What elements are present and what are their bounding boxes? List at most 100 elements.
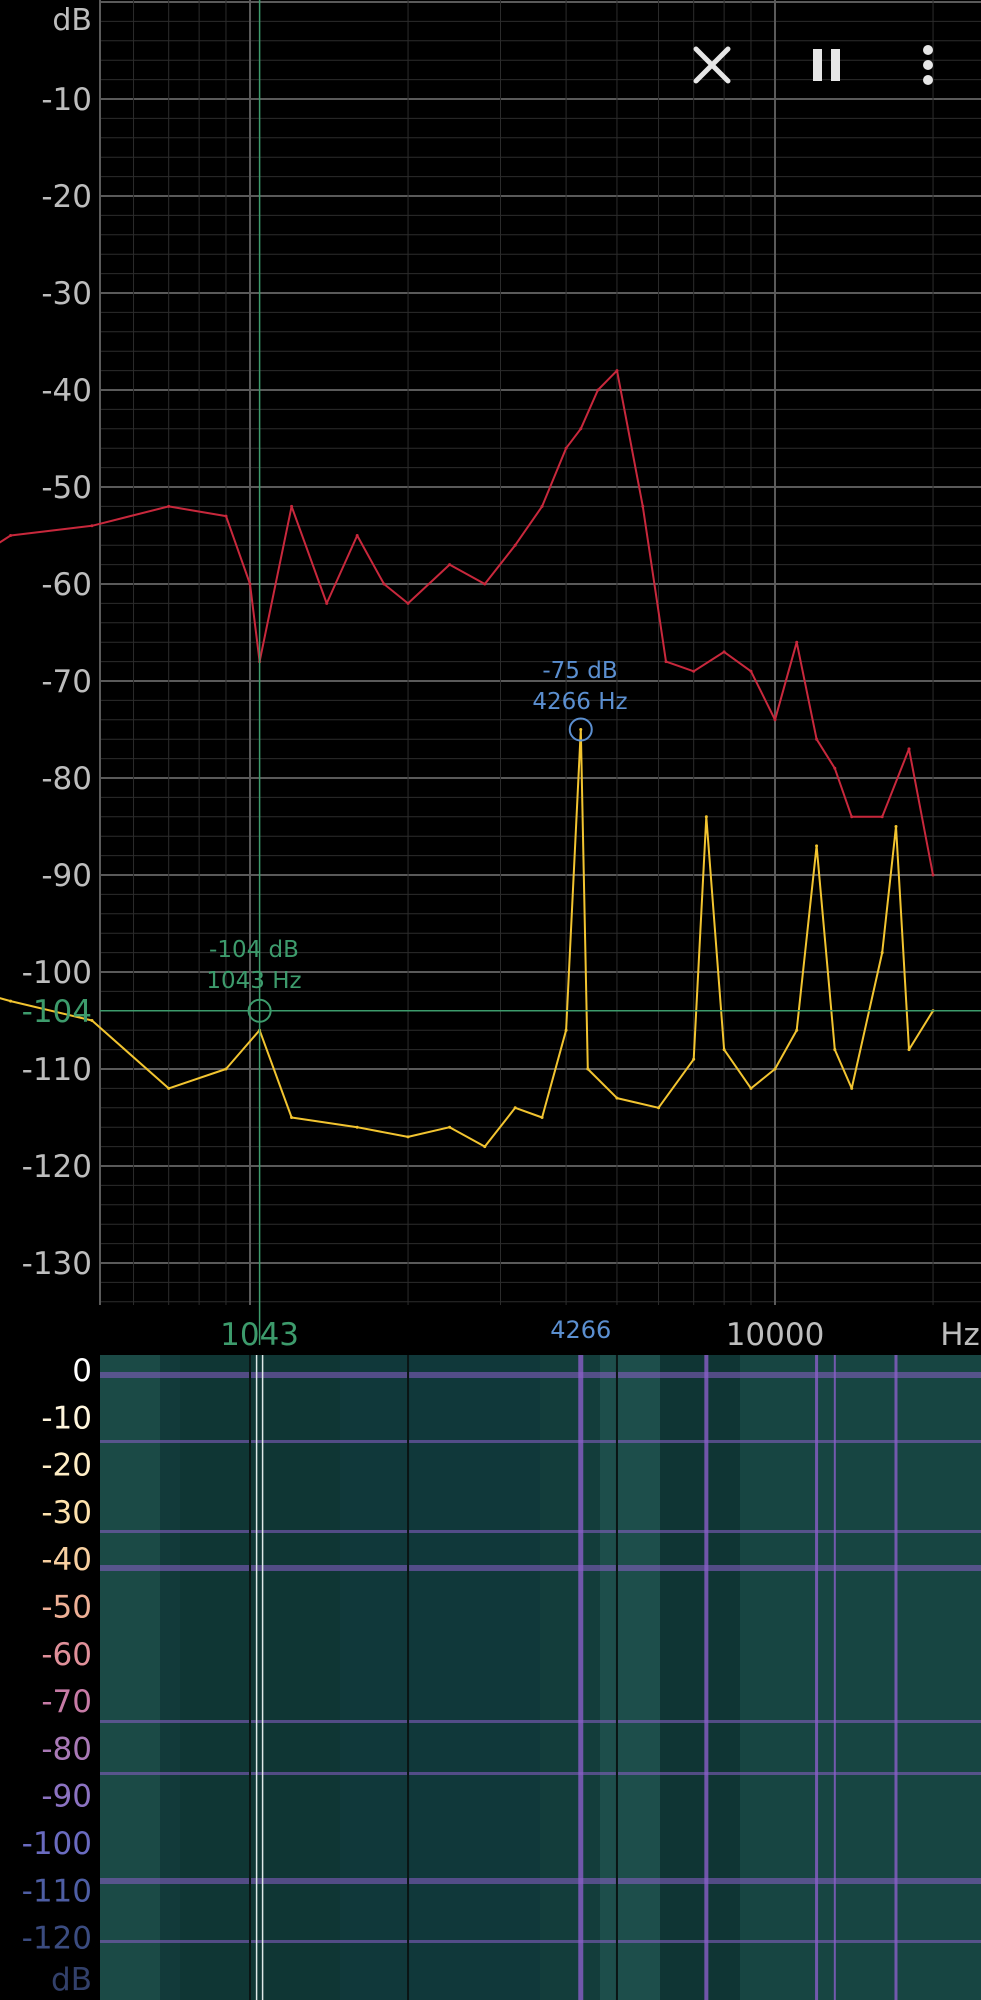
data-point	[564, 1028, 568, 1032]
spectrogram-band-vertical	[578, 1355, 584, 2000]
data-point	[833, 766, 837, 770]
more-options-button[interactable]	[893, 30, 963, 100]
cursor-x-label: 1043	[220, 1317, 299, 1353]
data-point	[382, 582, 386, 586]
data-point	[483, 582, 487, 586]
spectrogram-tick-label: -100	[22, 1826, 92, 1862]
y-tick-label: -130	[22, 1246, 92, 1282]
spectrogram-tick-label: -10	[41, 1400, 92, 1436]
spectrogram-tick-label: -20	[41, 1448, 92, 1484]
spectrogram-texture-band	[540, 1355, 600, 2000]
spectrogram-band-vertical	[894, 1355, 898, 2000]
data-point	[749, 1086, 753, 1090]
spectrogram-tick-label: -110	[22, 1873, 92, 1909]
data-point	[483, 1145, 487, 1149]
data-point	[248, 582, 252, 586]
data-point	[795, 640, 799, 644]
data-point	[815, 737, 819, 741]
data-point	[880, 815, 884, 819]
data-point	[664, 660, 668, 664]
y-tick-label: -110	[22, 1052, 92, 1088]
spectrogram-tick-label: -70	[41, 1684, 92, 1720]
data-point	[586, 1067, 590, 1071]
data-point	[773, 718, 777, 722]
data-point	[290, 1116, 294, 1119]
data-point	[290, 504, 294, 508]
data-point	[657, 1106, 661, 1110]
close-icon	[693, 46, 731, 84]
spectrogram-texture-band	[600, 1355, 660, 2000]
data-point	[833, 1048, 837, 1052]
spectrogram-band-horizontal	[100, 1878, 981, 1884]
peak-marker[interactable]	[568, 717, 593, 742]
data-point	[692, 669, 696, 673]
data-point	[90, 524, 94, 528]
data-point	[355, 1125, 359, 1129]
data-point	[167, 504, 171, 508]
data-point	[749, 669, 753, 673]
data-point	[795, 1028, 799, 1032]
pause-button[interactable]	[793, 30, 863, 100]
y-tick-label: -40	[41, 373, 92, 409]
data-point	[894, 825, 898, 828]
data-point	[773, 1067, 777, 1071]
spectrogram-band-vertical	[833, 1355, 836, 2000]
data-point	[850, 815, 854, 819]
spectrogram-band-horizontal	[100, 1372, 981, 1378]
spectrogram-band-horizontal	[100, 1772, 981, 1775]
y-tick-label: -10	[41, 82, 92, 118]
spectrogram-unit-label: dB	[51, 1962, 92, 1998]
peak-marker-db: -75 dB	[542, 658, 618, 684]
data-point	[615, 369, 619, 373]
spectrogram-band-horizontal	[100, 1530, 981, 1533]
spectrogram-tick-label: -50	[41, 1590, 92, 1626]
cursor-y-label: -104	[22, 994, 92, 1030]
data-point	[704, 815, 708, 819]
data-point	[406, 601, 410, 605]
data-point	[931, 873, 935, 877]
data-point	[448, 1125, 452, 1129]
y-tick-label: -50	[41, 470, 92, 506]
spectrogram-tick-label: -60	[41, 1637, 92, 1673]
data-point	[9, 999, 13, 1003]
x-unit-label: Hz	[940, 1317, 980, 1353]
data-point	[406, 1135, 410, 1139]
y-tick-label: -120	[22, 1149, 92, 1185]
y-tick-label: -20	[41, 179, 92, 215]
spectrogram-tick-label: -30	[41, 1495, 92, 1531]
data-point	[579, 427, 583, 431]
data-point	[579, 728, 583, 731]
data-point	[540, 1116, 544, 1119]
spectrogram-tick-label: 0	[72, 1353, 92, 1389]
data-point	[513, 543, 517, 547]
spectrogram-band-horizontal	[100, 1565, 981, 1571]
spectrum-chart: dB -10 -20 -30 -40 -50 -60 -70 -80 -90 -100 -110 -12…	[0, 0, 981, 1355]
close-button[interactable]	[677, 30, 747, 100]
data-point	[907, 1048, 911, 1052]
cursor-marker-hz: 1043 Hz	[206, 968, 302, 994]
spectrogram-band-horizontal	[100, 1940, 981, 1943]
data-point	[815, 844, 819, 848]
data-point	[596, 388, 600, 392]
spectrogram-texture-band	[100, 1355, 160, 2000]
y-tick-label: -100	[22, 955, 92, 991]
spectrogram-band-horizontal	[100, 1440, 981, 1443]
data-point	[448, 563, 452, 567]
spectrogram-texture-band	[180, 1355, 340, 2000]
cursor-marker[interactable]	[247, 998, 272, 1023]
data-point	[167, 1086, 171, 1090]
data-point	[224, 1067, 228, 1071]
spectrogram-tick-label: -40	[41, 1542, 92, 1578]
y-tick-label: -30	[41, 276, 92, 312]
data-point	[722, 650, 726, 654]
data-point	[692, 1057, 696, 1061]
y-tick-label: -70	[41, 664, 92, 700]
data-point	[355, 534, 359, 537]
spectrogram-band-horizontal	[100, 1720, 981, 1723]
more-vert-icon	[923, 45, 933, 85]
spectrogram-tick-label: -120	[22, 1921, 92, 1957]
spectrogram-band-vertical	[815, 1355, 819, 2000]
spectrogram-texture-band	[740, 1355, 981, 2000]
